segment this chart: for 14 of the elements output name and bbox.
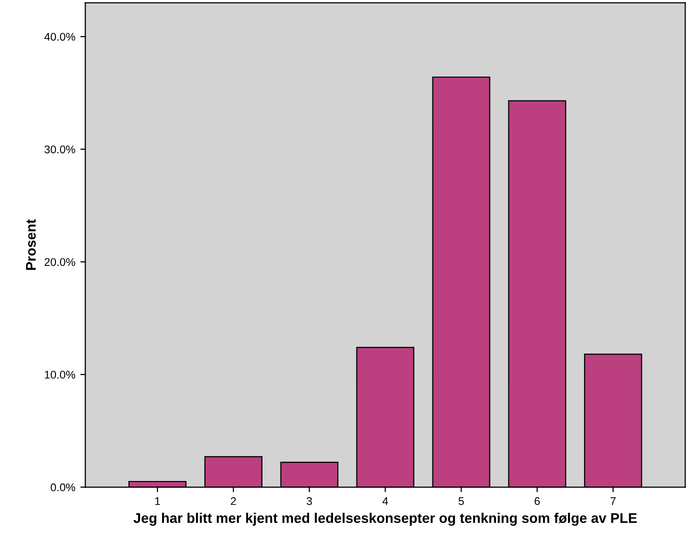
- y-tick-label: 20.0%: [44, 258, 76, 266]
- y-tick-label: 30.0%: [44, 145, 76, 154]
- y-tick-label: 0.0%: [50, 483, 76, 492]
- y-axis-title: Prosent: [26, 219, 36, 270]
- y-tick-label: 40.0%: [44, 32, 76, 41]
- x-tick-label: 3: [306, 497, 312, 506]
- x-axis-title: Jeg har blitt mer kjent med ledelseskonsepter og tenkning som følge av PLE: [134, 512, 637, 526]
- x-tick-label: 5: [458, 497, 464, 506]
- x-tick-label: 6: [534, 497, 540, 506]
- x-tick-label: 4: [382, 497, 388, 505]
- x-tick-label: 7: [610, 497, 616, 505]
- x-tick-label: 2: [230, 497, 236, 505]
- y-tick-label: 10.0%: [44, 370, 76, 379]
- x-tick-label: 1: [155, 497, 160, 505]
